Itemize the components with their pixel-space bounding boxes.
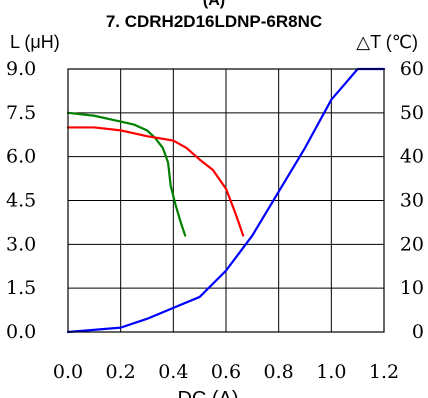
series-line-3	[66, 67, 386, 334]
tick-labels: 0.0 0.2 0.4 0.6 0.8 1.0 1.2 0.0 1.5 3.0 4.5 6.0 7.5 9…	[6, 58, 424, 383]
y-left-tick-label: 4.5	[6, 190, 36, 212]
y-left-tick-label: 0.0	[6, 321, 36, 343]
y-right-tick-label: 60	[400, 58, 424, 80]
y-left-tick-label: 3.0	[6, 233, 36, 255]
y-axis-left-label: L (μH)	[10, 32, 60, 52]
y-left-tick-label: 6.0	[6, 146, 36, 168]
y-right-tick-label: 30	[400, 190, 424, 212]
x-tick-label: 0.6	[211, 361, 241, 383]
plot-frame	[67, 68, 385, 333]
x-tick-label: 0.2	[106, 361, 136, 383]
y-right-tick-label: 40	[400, 146, 424, 168]
series-line-2	[66, 126, 245, 237]
y-left-tick-label: 9.0	[6, 58, 36, 80]
y-axis-right-label: △T (℃)	[356, 32, 418, 52]
x-axis-label: DC (A)	[177, 388, 238, 398]
y-right-tick-label: 0	[412, 321, 424, 343]
grid	[68, 69, 384, 332]
x-tick-label: 1.0	[316, 361, 346, 383]
x-tick-label: 1.2	[369, 361, 399, 383]
x-tick-label: 0.0	[53, 361, 83, 383]
clipped-top-text: (A)	[203, 0, 225, 9]
series-line-1	[66, 111, 187, 237]
chart-title: 7. CDRH2D16LDNP-6R8NC	[106, 12, 322, 31]
y-right-tick-label: 20	[400, 233, 424, 255]
y-left-tick-label: 7.5	[6, 102, 36, 124]
y-left-tick-label: 1.5	[6, 277, 36, 299]
y-right-tick-label: 50	[400, 102, 424, 124]
x-tick-label: 0.4	[158, 361, 188, 383]
series-group	[66, 67, 386, 334]
x-tick-label: 0.8	[264, 361, 294, 383]
y-right-tick-label: 10	[400, 277, 424, 299]
